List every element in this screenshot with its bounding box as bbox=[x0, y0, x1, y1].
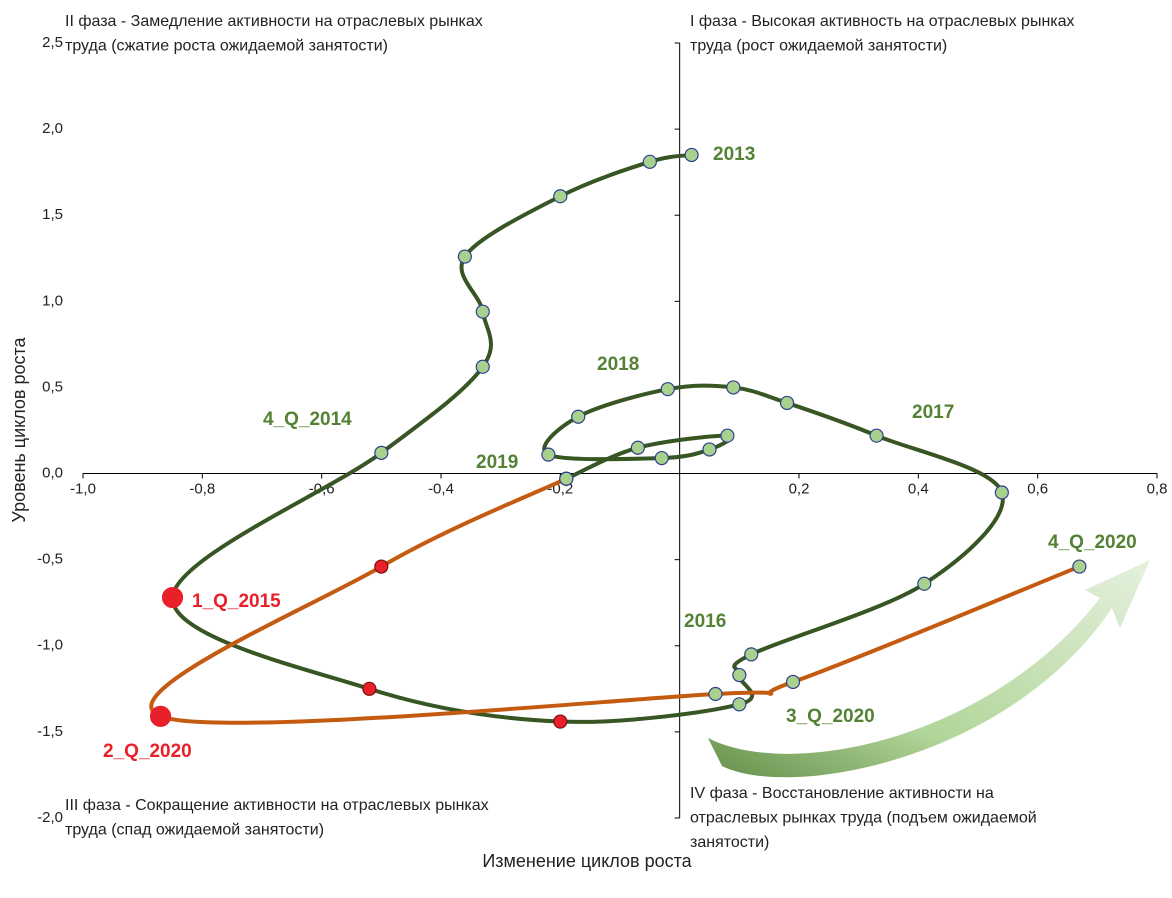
y-tick-label: 0,5 bbox=[42, 378, 63, 395]
series-line bbox=[170, 152, 1005, 724]
annotation: 2_Q_2020 bbox=[103, 741, 192, 762]
data-point bbox=[654, 450, 669, 466]
data-point bbox=[475, 304, 490, 319]
data-point bbox=[660, 382, 675, 397]
data-point bbox=[779, 395, 795, 411]
data-point bbox=[869, 428, 884, 443]
y-tick-label: 0,0 bbox=[42, 465, 63, 482]
data-point bbox=[161, 586, 184, 609]
y-tick-label: 2,5 bbox=[42, 34, 63, 51]
data-point bbox=[726, 380, 741, 395]
phase-text: III фаза - Сокращение активности на отра… bbox=[65, 797, 489, 814]
y-tick-label: -1,5 bbox=[37, 723, 63, 740]
series-line bbox=[149, 476, 1081, 725]
data-point bbox=[702, 442, 717, 457]
data-point bbox=[457, 249, 472, 264]
annotation: 2013 bbox=[713, 144, 755, 165]
x-tick-label: 0,6 bbox=[1027, 481, 1048, 498]
data-point bbox=[917, 576, 932, 591]
y-tick-label: 1,0 bbox=[42, 292, 63, 309]
data-point bbox=[149, 705, 172, 727]
annotation: 3_Q_2020 bbox=[786, 706, 875, 727]
x-tick-label: 0,8 bbox=[1147, 481, 1168, 498]
phase-text: отраслевых рынках труда (подъем ожидаемо… bbox=[690, 810, 1037, 827]
data-point bbox=[541, 447, 556, 462]
x-tick-label: 0,2 bbox=[789, 481, 810, 498]
data-point bbox=[684, 147, 699, 163]
data-point bbox=[553, 189, 568, 204]
phase-text: труда (рост ожидаемой занятости) bbox=[690, 38, 947, 55]
phase-arrow bbox=[708, 560, 1150, 778]
x-axis-title: Изменение циклов роста bbox=[482, 851, 692, 871]
phase-text: I фаза - Высокая активность на отраслевы… bbox=[690, 13, 1075, 30]
x-tick-label: -0,8 bbox=[189, 481, 215, 498]
annotation: 2018 bbox=[597, 354, 639, 375]
data-point bbox=[994, 485, 1009, 500]
data-point bbox=[374, 559, 389, 574]
data-point bbox=[720, 428, 735, 443]
annotation: 4_Q_2020 bbox=[1048, 532, 1137, 553]
data-point bbox=[744, 647, 759, 662]
y-tick-label: -1,0 bbox=[37, 637, 63, 654]
data-point bbox=[362, 681, 377, 696]
phase-text: IV фаза - Восстановление активности на bbox=[690, 785, 994, 802]
phase-text: труда (спад ожидаемой занятости) bbox=[65, 822, 324, 839]
y-axis-title: Уровень циклов роста bbox=[9, 336, 29, 522]
annotation: 2016 bbox=[684, 611, 726, 632]
data-point bbox=[708, 686, 723, 702]
annotation: 2019 bbox=[476, 452, 518, 473]
data-point bbox=[630, 440, 646, 455]
data-point bbox=[642, 154, 657, 169]
y-tick-label: -2,0 bbox=[37, 809, 63, 826]
annotation: 1_Q_2015 bbox=[192, 591, 281, 612]
annotation: 2017 bbox=[912, 402, 954, 423]
data-point bbox=[732, 667, 747, 683]
data-point bbox=[732, 697, 747, 712]
data-point bbox=[553, 714, 568, 729]
data-point bbox=[559, 471, 574, 486]
data-point bbox=[1072, 559, 1087, 574]
data-point bbox=[785, 674, 801, 690]
data-point bbox=[571, 409, 586, 424]
y-tick-label: 1,5 bbox=[42, 206, 63, 223]
phase-text: занятости) bbox=[690, 834, 769, 851]
y-tick-label: 2,0 bbox=[42, 120, 63, 137]
annotation: 4_Q_2014 bbox=[263, 409, 352, 430]
data-point bbox=[475, 359, 490, 374]
x-tick-label: 0,4 bbox=[908, 481, 929, 498]
x-tick-label: -1,0 bbox=[70, 481, 96, 498]
y-tick-label: -0,5 bbox=[37, 551, 63, 568]
x-tick-label: -0,4 bbox=[428, 481, 454, 498]
phase-text: труда (сжатие роста ожидаемой занятости) bbox=[65, 38, 388, 55]
phase-text: II фаза - Замедление активности на отрас… bbox=[65, 13, 483, 30]
data-point bbox=[374, 445, 389, 460]
